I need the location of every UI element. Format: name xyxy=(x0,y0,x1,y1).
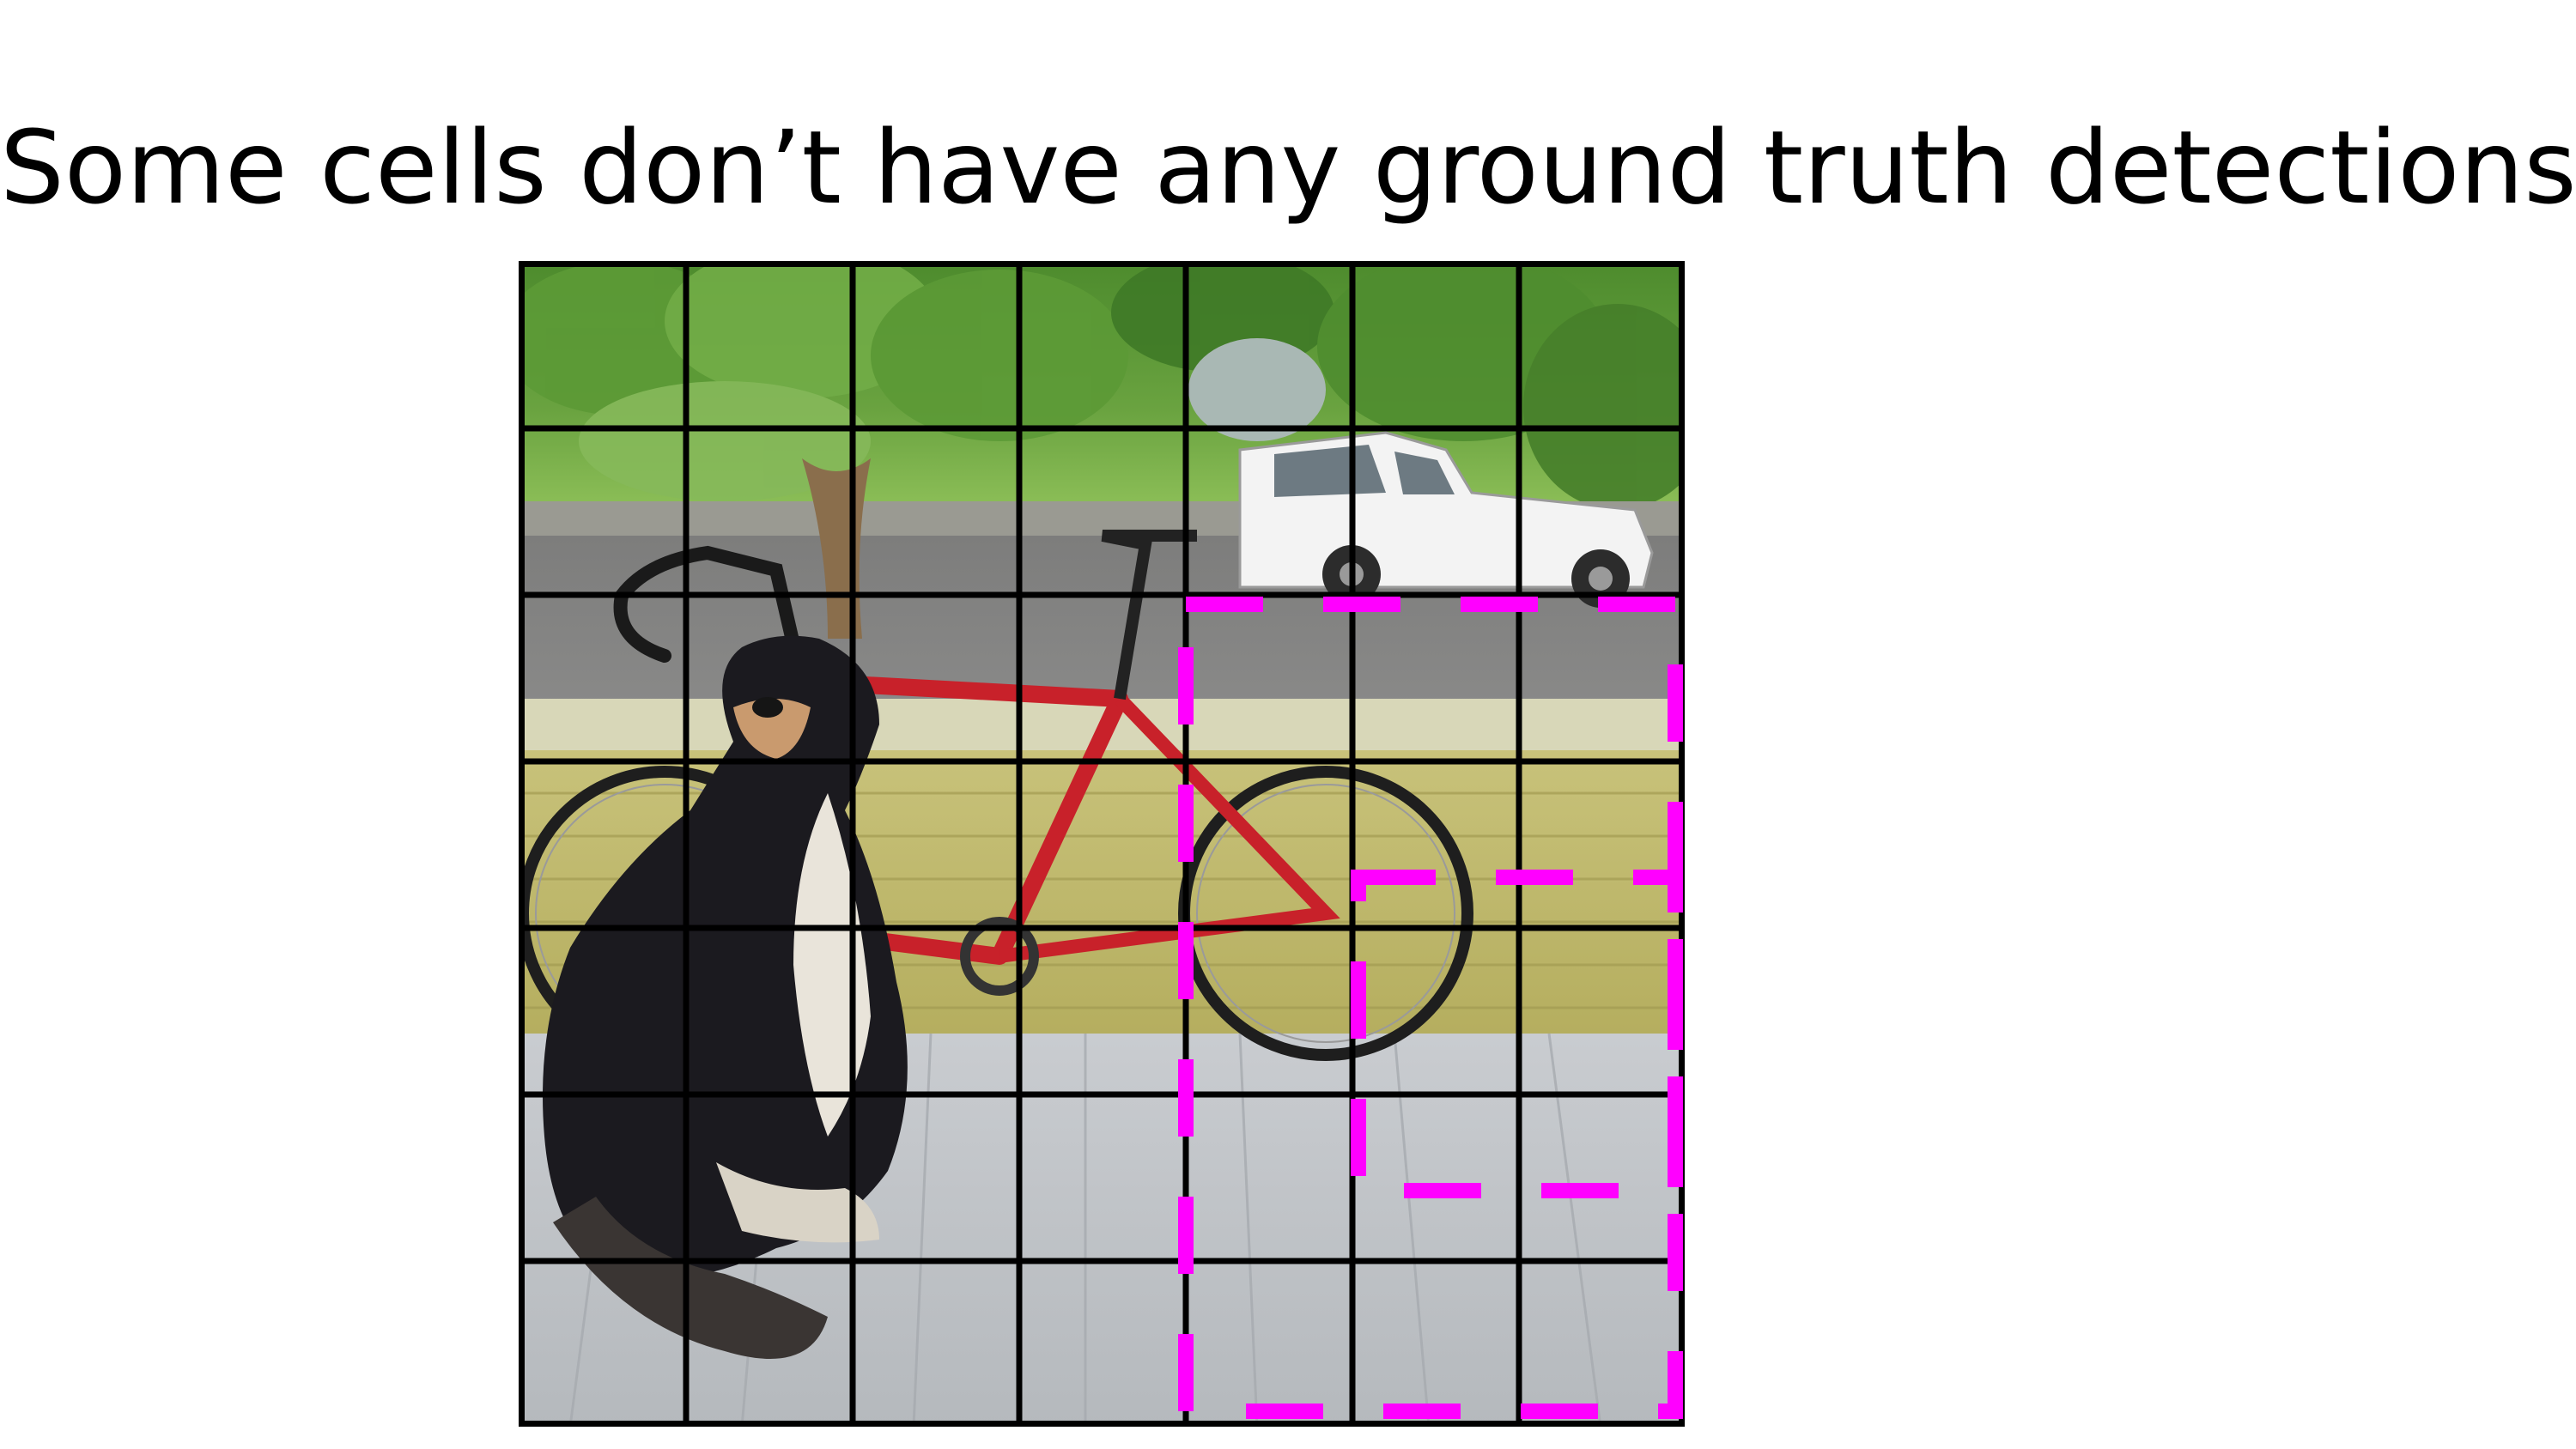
photo-grid-svg xyxy=(519,261,1685,1427)
dog xyxy=(543,635,908,1359)
figure-photo-grid xyxy=(519,261,1685,1427)
photo xyxy=(519,261,1685,1427)
slide-title: Some cells don’t have any ground truth d… xyxy=(0,108,2576,227)
sky-gap xyxy=(1188,338,1326,441)
small-dashed-box xyxy=(1351,870,1683,1198)
